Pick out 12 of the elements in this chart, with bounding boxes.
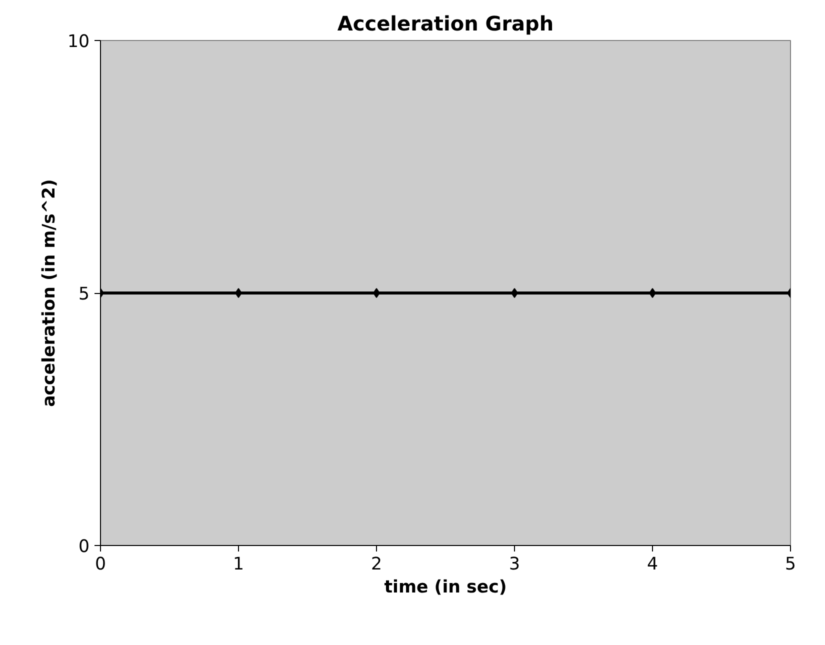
y-tick-label: 10 bbox=[67, 32, 90, 52]
y-tick-label: 0 bbox=[78, 537, 90, 557]
x-tick-label: 0 bbox=[94, 554, 106, 574]
x-tick-label: 3 bbox=[508, 554, 520, 574]
x-tick-label: 5 bbox=[784, 554, 796, 574]
x-tick-label: 2 bbox=[370, 554, 382, 574]
y-axis-title: acceleration (in m/s^2) bbox=[39, 179, 60, 407]
x-axis-title: time (in sec) bbox=[384, 578, 507, 598]
chart-title: Acceleration Graph bbox=[337, 12, 554, 36]
y-tick-label: 5 bbox=[78, 284, 90, 304]
x-tick-label: 4 bbox=[646, 554, 658, 574]
x-tick-label: 1 bbox=[232, 554, 244, 574]
